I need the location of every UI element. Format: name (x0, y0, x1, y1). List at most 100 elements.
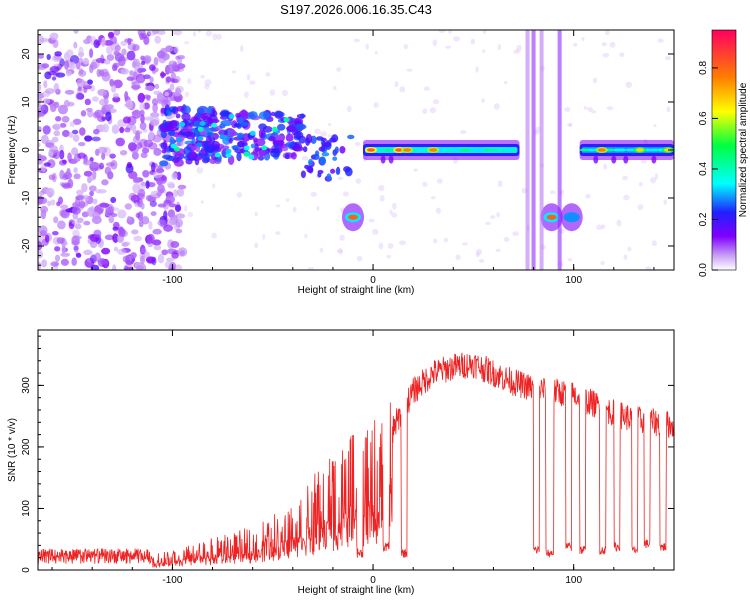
noise-speckle (239, 45, 244, 52)
cluster-peak (204, 127, 211, 133)
noise-speckle (95, 188, 102, 194)
noise-speckle (564, 106, 571, 113)
noise-speckle (154, 83, 160, 90)
cluster-speckle (162, 119, 168, 129)
noise-speckle (43, 162, 51, 167)
noise-speckle (152, 171, 163, 179)
noise-speckle (153, 244, 162, 251)
cluster-speckle (218, 129, 228, 136)
noise-speckle (78, 141, 86, 147)
noise-speckle (600, 260, 605, 266)
noise-speckle (596, 224, 603, 231)
noise-speckle (581, 36, 585, 41)
cluster-speckle (290, 152, 297, 160)
noise-speckle (150, 211, 157, 217)
noise-speckle (38, 83, 42, 92)
cluster-speckle (181, 112, 191, 121)
noise-speckle (605, 30, 610, 36)
noise-speckle (236, 191, 243, 198)
noise-speckle (406, 68, 413, 72)
noise-speckle (69, 121, 75, 127)
cluster-speckle (302, 146, 308, 153)
noise-speckle (399, 240, 406, 246)
noise-speckle (59, 204, 69, 210)
noise-speckle (433, 238, 438, 244)
noise-speckle (438, 30, 446, 34)
noise-speckle (151, 30, 160, 35)
cluster-speckle (237, 132, 245, 139)
x-tick-label: 0 (370, 275, 376, 286)
band-segment (378, 148, 387, 152)
noise-speckle (82, 57, 90, 65)
noise-speckle (254, 242, 259, 249)
cluster-speckle (276, 123, 286, 131)
noise-speckle (152, 103, 158, 113)
noise-speckle (165, 257, 175, 262)
noise-speckle (59, 58, 65, 67)
cluster-speckle (258, 149, 266, 156)
band-segment (645, 148, 658, 152)
noise-speckle (432, 39, 438, 47)
noise-speckle (58, 104, 68, 115)
noise-speckle (650, 177, 657, 184)
cluster-speckle (208, 118, 220, 124)
noise-speckle (61, 129, 70, 138)
noise-speckle (114, 44, 121, 52)
noise-speckle (91, 96, 99, 102)
cluster-peak (197, 126, 204, 132)
noise-speckle (200, 200, 204, 204)
noise-speckle (153, 56, 159, 66)
noise-speckle (640, 159, 647, 164)
noise-speckle (140, 255, 145, 265)
noise-speckle (78, 46, 84, 56)
cluster-speckle (193, 120, 202, 128)
noise-speckle (140, 152, 148, 159)
noise-speckle (99, 202, 110, 208)
cluster-speckle (335, 167, 340, 175)
noise-speckle (110, 213, 118, 218)
noise-speckle (71, 206, 81, 215)
noise-speckle (139, 121, 147, 131)
noise-speckle (490, 215, 496, 219)
noise-speckle (422, 108, 428, 115)
noise-speckle (163, 199, 172, 205)
noise-speckle (339, 234, 345, 241)
noise-speckle (603, 163, 608, 170)
noise-speckle (151, 98, 159, 106)
noise-speckle (73, 41, 78, 49)
noise-speckle (92, 211, 100, 219)
noise-speckle (262, 233, 266, 240)
band-segment (486, 148, 499, 152)
cluster-speckle (162, 154, 172, 160)
x-tick-label: 0 (370, 575, 376, 586)
noise-speckle (38, 261, 42, 270)
y-tick-label: 0 (21, 567, 32, 573)
noise-speckle (131, 229, 139, 235)
noise-speckle (76, 189, 84, 196)
noise-speckle (657, 38, 664, 43)
noise-speckle (211, 232, 217, 239)
noise-speckle (368, 218, 375, 223)
cluster-speckle (195, 156, 203, 161)
y-tick-label: 200 (21, 438, 32, 455)
noise-speckle (592, 77, 598, 84)
noise-speckle (63, 99, 70, 108)
noise-speckle (373, 102, 379, 108)
noise-speckle (153, 147, 162, 156)
snr-y-label: SNR (10 * v/v) (7, 418, 18, 482)
y-tick-label: 0 (21, 147, 32, 153)
noise-speckle (152, 239, 162, 246)
cluster-speckle (235, 112, 241, 118)
noise-speckle (117, 248, 127, 255)
noise-speckle (114, 52, 122, 58)
noise-speckle (169, 83, 175, 91)
cluster-peak (271, 126, 278, 132)
noise-speckle (212, 33, 218, 41)
noise-speckle (176, 171, 182, 181)
vertical-streak (531, 30, 536, 270)
noise-speckle (71, 129, 79, 135)
noise-speckle (172, 78, 179, 84)
noise-speckle (130, 252, 137, 259)
cluster-speckle (319, 156, 326, 166)
